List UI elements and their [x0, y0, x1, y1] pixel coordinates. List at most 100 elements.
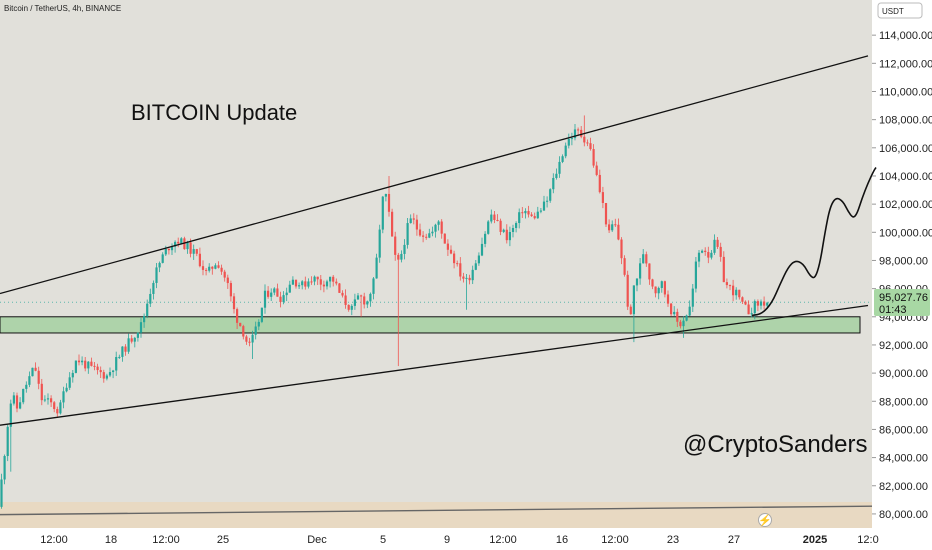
chart-title: BITCOIN Update [131, 100, 297, 125]
candle-body [28, 376, 31, 385]
upper-channel-line [0, 55, 869, 295]
candle-body [189, 242, 192, 254]
y-tick-label: 98,000.00 [879, 255, 928, 267]
currency-selector[interactable] [877, 2, 923, 19]
candle-body [136, 332, 139, 338]
y-tick-label: 88,000.00 [879, 396, 928, 408]
candle-body [412, 218, 415, 220]
y-tick-label: 102,000.00 [879, 199, 932, 211]
candle-body [744, 301, 747, 305]
candle-body [589, 143, 592, 150]
candle-body [431, 231, 434, 234]
candle-body [53, 402, 56, 410]
candle-body [707, 251, 710, 258]
candle-body [387, 193, 391, 212]
candle-body [294, 279, 298, 287]
candle-body [666, 294, 670, 304]
candle-body [592, 149, 595, 166]
candle-body [282, 295, 285, 302]
candle-body [353, 299, 356, 306]
candle-body [409, 218, 412, 224]
candle-body [350, 305, 353, 310]
candle-body [657, 287, 660, 294]
plot-background [0, 0, 872, 528]
candle-body [651, 279, 654, 287]
candle-body [34, 367, 37, 371]
candle-body [397, 254, 400, 260]
candle-body [511, 227, 515, 232]
candle-body [713, 239, 716, 253]
candle-body [214, 265, 217, 269]
candle-body [378, 229, 381, 258]
candle-body [663, 281, 666, 295]
candle-body [685, 315, 688, 321]
candle-body [257, 321, 260, 327]
candle-body [146, 303, 149, 316]
candle-body [415, 219, 418, 230]
candle-body [375, 257, 378, 279]
y-tick-label: 84,000.00 [879, 453, 928, 465]
candle-body [418, 229, 422, 236]
candle-body [90, 361, 93, 366]
candle-body [313, 276, 316, 282]
candle-body [183, 238, 186, 250]
candle-body [502, 229, 505, 232]
candle-body [691, 288, 694, 307]
y-tick-label: 110,000.00 [879, 86, 932, 98]
candle-body [604, 202, 608, 225]
candle-body [688, 306, 691, 316]
candle-body [750, 313, 753, 315]
candle-body [81, 360, 84, 363]
candle-body [139, 322, 143, 333]
candle-body [406, 223, 409, 245]
candle-body [400, 253, 403, 260]
x-tick-label: 5 [380, 534, 386, 546]
candle-body [465, 277, 468, 279]
candle-body [192, 249, 195, 254]
candle-body [747, 304, 750, 315]
candle-body [449, 249, 453, 254]
candle-body [195, 249, 198, 254]
candle-body [518, 212, 521, 224]
y-tick-label: 108,000.00 [879, 115, 932, 127]
y-tick-label: 106,000.00 [879, 143, 932, 155]
candle-body [180, 238, 183, 244]
candle-body [319, 279, 322, 285]
candle-body [381, 196, 384, 230]
candle-body [232, 296, 236, 310]
candle-body [149, 293, 152, 304]
candle-body [105, 375, 108, 379]
candle-body [422, 235, 425, 237]
candle-body [205, 269, 208, 271]
candle-body [546, 200, 549, 202]
candle-body [372, 278, 375, 294]
lightning-icon[interactable]: ⚡ [758, 514, 772, 527]
candle-body [487, 221, 490, 234]
candle-body [564, 145, 567, 157]
base-line [0, 505, 873, 516]
candle-body [443, 233, 446, 244]
candle-body [660, 281, 663, 288]
candle-body [697, 252, 701, 262]
candle-body [558, 161, 561, 174]
candle-body [676, 311, 679, 322]
candle-body [62, 391, 65, 403]
candle-body [25, 384, 28, 389]
candle-body [37, 370, 40, 384]
candle-body [766, 302, 769, 306]
lightning-icon-badge[interactable] [758, 513, 772, 527]
candle-body [756, 301, 759, 306]
candle-body [459, 263, 462, 277]
candle-body [608, 224, 611, 231]
y-tick-label: 90,000.00 [879, 368, 928, 380]
candle-body [251, 334, 254, 343]
candle-body [124, 346, 127, 352]
y-tick-label: 86,000.00 [879, 424, 928, 436]
candle-body [753, 301, 756, 314]
countdown-value: 01:43 [879, 304, 907, 316]
candle-body [344, 295, 347, 305]
candle-body [620, 239, 623, 259]
candle-body [583, 136, 586, 143]
candle-body [31, 367, 34, 377]
